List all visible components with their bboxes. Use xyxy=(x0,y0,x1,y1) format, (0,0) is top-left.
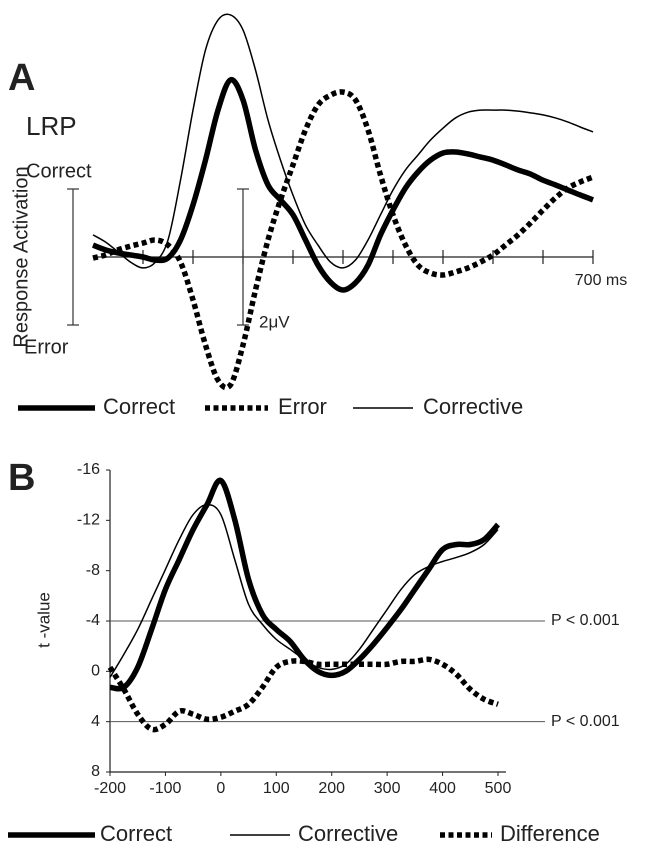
y-tick-label: -16 xyxy=(77,461,100,478)
legend-label: Difference xyxy=(500,821,600,846)
threshold-label: P < 0.001 xyxy=(551,612,620,629)
x-tick-label: 0 xyxy=(216,780,225,797)
y-tick-label: 8 xyxy=(91,763,100,780)
x-tick-label: 200 xyxy=(318,780,345,797)
series-line xyxy=(92,13,594,269)
threshold-label: P < 0.001 xyxy=(551,713,620,730)
x-tick-label: -100 xyxy=(149,780,181,797)
panel-label: A xyxy=(8,57,35,99)
y-axis-label: t -value xyxy=(34,592,53,648)
x-tick-label: 400 xyxy=(429,780,456,797)
legend-label: Corrective xyxy=(298,821,398,846)
y-tick-label: -12 xyxy=(77,512,100,529)
series-line xyxy=(109,503,499,678)
chart-title: LRP xyxy=(26,111,77,141)
x-tick-label: 100 xyxy=(263,780,290,797)
legend-label: Correct xyxy=(100,821,172,846)
series-line xyxy=(92,89,594,391)
scale-bar-label: 2μV xyxy=(259,312,290,331)
y-axis-label: Response Activation xyxy=(10,166,32,347)
top-annotation: Correct xyxy=(26,160,92,182)
series-line xyxy=(92,77,594,293)
bottom-annotation: Error xyxy=(24,336,69,358)
y-tick-label: -4 xyxy=(86,612,100,629)
series-line xyxy=(109,477,501,692)
series-line xyxy=(107,656,499,733)
legend-label: Correct xyxy=(103,394,175,419)
x-tick-label: 500 xyxy=(485,780,512,797)
legend-label: Corrective xyxy=(423,394,523,419)
y-tick-label: 4 xyxy=(91,713,100,730)
x-tick-label: 300 xyxy=(374,780,401,797)
legend-label: Error xyxy=(278,394,327,419)
y-tick-label: -8 xyxy=(86,562,100,579)
panel-label: B xyxy=(8,457,35,499)
y-tick-label: 0 xyxy=(91,663,100,680)
x-tick-label: 700 ms xyxy=(575,272,627,289)
x-tick-label: -200 xyxy=(94,780,126,797)
